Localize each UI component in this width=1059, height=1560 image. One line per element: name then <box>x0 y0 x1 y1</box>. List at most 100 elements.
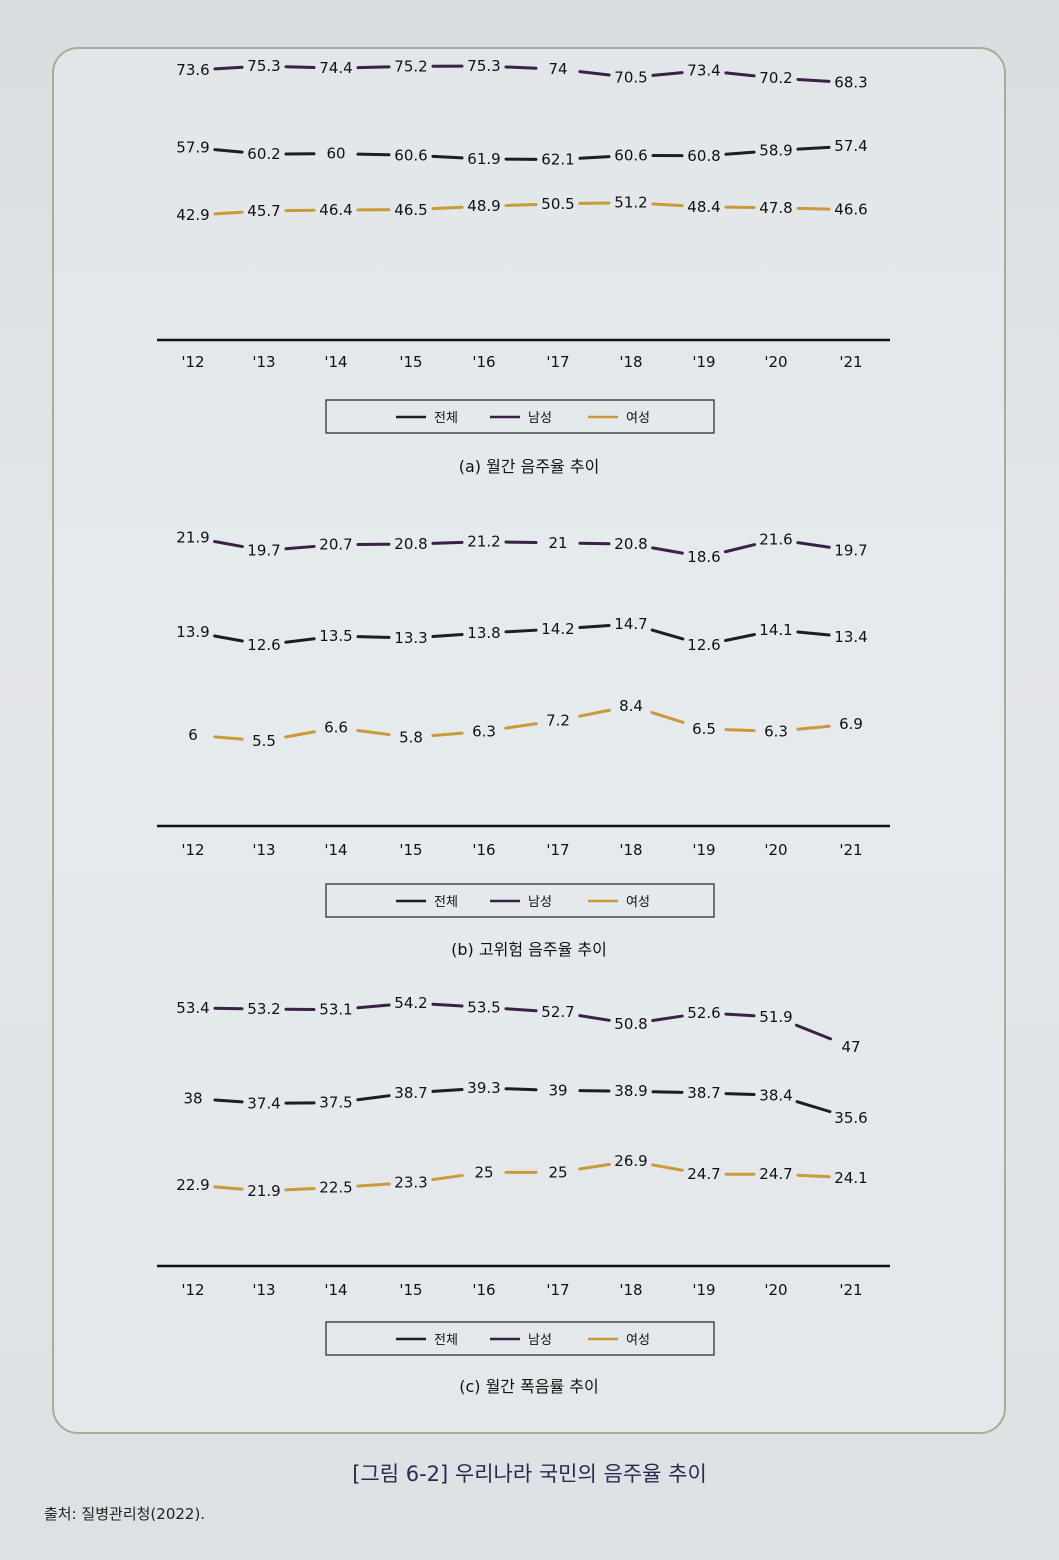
chart-2-female-data-label: 6.3 <box>472 722 496 740</box>
chart-1-male-data-label: 74.4 <box>319 59 352 77</box>
chart-2-male-data-label: 19.7 <box>834 542 867 560</box>
chart-3-total-data-label: 38.9 <box>614 1082 647 1100</box>
chart-3-male-data-label: 53.1 <box>319 1001 352 1019</box>
chart-2-male-data-label: 21 <box>548 534 567 552</box>
chart-1-male-data-label: 70.2 <box>759 69 792 87</box>
chart-3-total-data-label: 39.3 <box>467 1079 500 1097</box>
chart-1-female-segment <box>213 210 244 216</box>
chart-1-total-data-label: 61.9 <box>467 150 500 168</box>
chart-1-male-data-label: 75.2 <box>394 57 427 75</box>
chart-3-tick-label: '17 <box>546 1281 569 1299</box>
chart-2-male-segment <box>431 540 464 545</box>
chart-1-male-data-label: 74 <box>548 60 567 78</box>
chart-2-female-segment <box>578 708 611 718</box>
chart-1-tick-label: '17 <box>546 353 569 371</box>
chart-3-female-segment <box>284 1186 316 1192</box>
chart-3-total-data-label: 38 <box>183 1090 202 1108</box>
figure-caption: [그림 6-2] 우리나라 국민의 음주율 추이 <box>352 1462 707 1486</box>
chart-3-total-segment <box>724 1092 756 1097</box>
chart-1-male-segment <box>356 65 391 70</box>
chart-3-total-data-label: 35.6 <box>834 1109 867 1127</box>
chart-3-legend-label-total: 전체 <box>434 1333 458 1348</box>
chart-2-total-data-label: 14.2 <box>541 620 574 638</box>
chart-2-female-segment <box>650 711 685 724</box>
chart-1-female-data-label: 45.7 <box>247 202 280 220</box>
chart-1-female-segment <box>504 202 538 207</box>
chart-2-female-data-label: 6.3 <box>764 722 788 740</box>
chart-1-tick-label: '15 <box>399 353 422 371</box>
chart-2-tick-label: '19 <box>692 841 715 859</box>
chart-1-tick-label: '18 <box>619 353 642 371</box>
chart-3-male-segment <box>504 1007 538 1013</box>
chart-1-tick-label: '12 <box>181 353 204 371</box>
chart-2-male-data-label: 18.6 <box>687 548 720 566</box>
chart-1-legend-label-male: 남성 <box>528 411 552 426</box>
chart-1-male-segment <box>724 71 756 78</box>
chart-3-tick-label: '14 <box>324 1281 347 1299</box>
chart-2-total-data-label: 13.8 <box>467 624 500 642</box>
chart-1-title: (a) 월간 음주율 추이 <box>459 457 600 476</box>
chart-3-female-data-label: 24.7 <box>759 1165 792 1183</box>
chart-1-total-data-label: 58.9 <box>759 141 792 159</box>
chart-1-male-data-label: 75.3 <box>467 57 500 75</box>
chart-1-female-segment <box>651 202 684 208</box>
chart-2-total-data-label: 13.4 <box>834 628 867 646</box>
chart-3-female-data-label: 25 <box>474 1163 493 1181</box>
chart-3-title: (c) 월간 폭음률 추이 <box>459 1377 599 1396</box>
chart-3-tick-label: '13 <box>252 1281 275 1299</box>
chart-3-total-data-label: 39 <box>548 1081 567 1099</box>
chart-1-male-segment <box>651 71 684 77</box>
chart-3-male-data-label: 51.9 <box>759 1008 792 1026</box>
chart-1-total-segment <box>796 145 831 151</box>
chart-1-total-data-label: 62.1 <box>541 151 574 169</box>
chart-3-female-data-label: 22.5 <box>319 1178 352 1196</box>
chart-3-female-segment <box>431 1173 464 1182</box>
chart-2-female-data-label: 6.9 <box>839 715 863 733</box>
chart-2-legend-label-total: 전체 <box>434 895 458 910</box>
chart-3-total-data-label: 38.7 <box>394 1084 427 1102</box>
chart-3-total-segment <box>213 1098 244 1104</box>
chart-3-female-data-label: 21.9 <box>247 1182 280 1200</box>
chart-2-total-segment <box>796 630 831 637</box>
chart-3-male-data-label: 47 <box>841 1038 860 1056</box>
chart-2-female-segment <box>724 728 756 733</box>
chart-3-total-data-label: 38.4 <box>759 1086 792 1104</box>
chart-1-total-segment <box>356 152 391 157</box>
chart-1-male-data-label: 68.3 <box>834 74 867 92</box>
chart-2-total-segment <box>431 633 464 638</box>
chart-1-total-segment <box>724 150 756 156</box>
chart-1-male-segment <box>504 65 538 70</box>
chart-2-female-data-label: 6.5 <box>692 720 716 738</box>
chart-3-total-data-label: 37.5 <box>319 1094 352 1112</box>
chart-2-male-data-label: 20.8 <box>614 535 647 553</box>
chart-3-female-segment <box>651 1163 684 1172</box>
chart-3-female-data-label: 23.3 <box>394 1174 427 1192</box>
chart-2-tick-label: '16 <box>472 841 495 859</box>
chart-2-tick-label: '14 <box>324 841 347 859</box>
chart-1-tick-label: '21 <box>839 353 862 371</box>
chart-2-female-data-label: 8.4 <box>619 697 643 715</box>
chart-1-tick-label: '14 <box>324 353 347 371</box>
chart-3-tick-label: '20 <box>764 1281 787 1299</box>
chart-1-female-segment <box>796 206 831 211</box>
chart-3-male-data-label: 53.2 <box>247 1000 280 1018</box>
chart-3-total-data-label: 38.7 <box>687 1084 720 1102</box>
chart-2-female-segment <box>356 729 391 737</box>
chart-2-male-data-label: 21.6 <box>759 530 792 548</box>
chart-1-female-data-label: 48.4 <box>687 198 720 216</box>
figure-frame <box>52 47 1006 1434</box>
chart-1-female-data-label: 48.9 <box>467 197 500 215</box>
chart-1-female-data-label: 42.9 <box>176 206 209 224</box>
chart-3-male-segment <box>356 1003 391 1010</box>
chart-2-tick-label: '13 <box>252 841 275 859</box>
chart-1-female-data-label: 51.2 <box>614 194 647 212</box>
chart-3-male-segment <box>431 1002 464 1008</box>
chart-3-female-data-label: 24.1 <box>834 1169 867 1187</box>
chart-3-female-segment <box>578 1162 611 1171</box>
chart-3-tick-label: '21 <box>839 1281 862 1299</box>
chart-2-title: (b) 고위험 음주율 추이 <box>451 940 607 959</box>
chart-3-male-segment <box>724 1012 756 1018</box>
chart-1-total-data-label: 57.4 <box>834 137 867 155</box>
chart-3-female-segment <box>213 1185 244 1191</box>
chart-2-female-segment <box>504 722 538 730</box>
